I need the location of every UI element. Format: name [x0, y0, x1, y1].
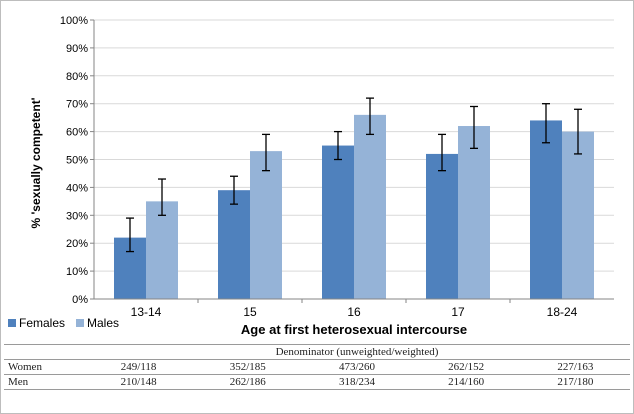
y-tick-label: 100% — [60, 15, 88, 27]
table-row-men: Men 210/148 262/186 318/234 214/160 217/… — [4, 374, 630, 390]
table-cell: 262/186 — [193, 374, 303, 390]
bar-females-17 — [426, 153, 458, 299]
y-tick-label: 60% — [66, 127, 88, 139]
table-cell: 214/160 — [411, 374, 521, 390]
table-header: Denominator (unweighted/weighted) — [84, 344, 630, 360]
table-cell: 227/163 — [520, 359, 630, 375]
y-tick-label: 20% — [66, 238, 88, 250]
y-tick-label: 40% — [66, 182, 88, 194]
error-bar-males-18-24 — [574, 108, 582, 155]
error-bar-females-18-24 — [542, 103, 550, 144]
error-bar-females-17 — [438, 133, 446, 172]
bar-females-15 — [218, 190, 250, 299]
error-bar-males-17 — [470, 105, 478, 149]
table-row-women: Women 249/118 352/185 473/260 262/152 22… — [4, 359, 630, 375]
legend-label-females: Females — [19, 316, 65, 330]
bar-females-18-24 — [530, 120, 562, 299]
error-bar-females-15 — [230, 175, 238, 205]
y-tick-label: 50% — [66, 155, 88, 167]
bar-females-16 — [322, 145, 354, 299]
error-bars — [126, 97, 582, 253]
table-header-row: Denominator (unweighted/weighted) — [4, 344, 630, 360]
table-cell: 217/180 — [520, 374, 630, 390]
table-cell: 210/148 — [84, 374, 194, 390]
row-label: Men — [4, 374, 84, 390]
x-tick-label: 18-24 — [547, 305, 578, 319]
table-cell: 262/152 — [411, 359, 521, 375]
y-tick-label: 10% — [66, 266, 88, 278]
table-cell: 352/185 — [193, 359, 303, 375]
error-bar-males-15 — [262, 133, 270, 172]
bar-males-17 — [458, 126, 490, 300]
bars — [114, 114, 594, 300]
bar-males-18-24 — [562, 131, 594, 299]
y-tick-label: 90% — [66, 43, 88, 55]
denominator-table: Denominator (unweighted/weighted) Women … — [4, 344, 630, 390]
table-cell: 473/260 — [302, 359, 412, 375]
bar-males-15 — [250, 151, 282, 299]
bar-chart: 0%10%20%30%40%50%60%70%80%90%100% 13-14 1… — [8, 15, 614, 337]
bar-males-13-14 — [146, 201, 178, 299]
x-tick-label: 17 — [451, 305, 465, 319]
y-tick-label: 70% — [66, 99, 88, 111]
error-bar-males-16 — [366, 97, 374, 136]
error-bar-females-16 — [334, 130, 342, 161]
x-axis-title: Age at first heterosexual intercourse — [241, 322, 467, 337]
x-tick-label: 16 — [347, 305, 361, 319]
y-tick-label: 80% — [66, 71, 88, 83]
y-tick-label: 30% — [66, 210, 88, 222]
table-cell: 318/234 — [302, 374, 412, 390]
error-bar-females-13-14 — [126, 217, 134, 253]
x-tick-label: 13-14 — [131, 305, 162, 319]
y-tick-label: 0% — [72, 294, 88, 306]
error-bar-males-13-14 — [158, 178, 166, 216]
row-label: Women — [4, 359, 84, 375]
x-tick-labels: 13-14 15 16 17 18-24 — [131, 299, 578, 319]
y-tick-labels: 0% 10% 20% 30% 40% 50% 60% 70% 80% 90% 100% — [60, 15, 88, 306]
legend-swatch-females — [8, 319, 16, 327]
x-tick-label: 15 — [243, 305, 257, 319]
legend-label-males: Males — [87, 316, 119, 330]
table-cell: 249/118 — [84, 359, 194, 375]
y-axis-title: % 'sexually competent' — [29, 97, 43, 228]
bar-males-16 — [354, 114, 386, 299]
legend: Females Males — [8, 316, 119, 330]
table-corner — [4, 344, 84, 360]
legend-swatch-males — [76, 319, 84, 327]
